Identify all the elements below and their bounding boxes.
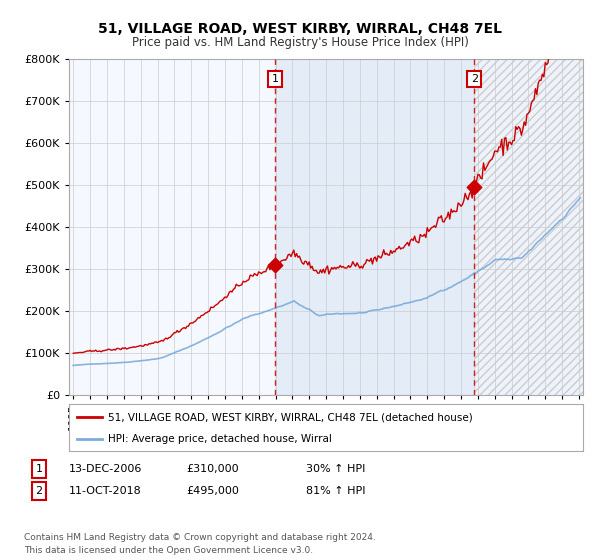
Bar: [275, 59, 474, 395]
Text: 51, VILLAGE ROAD, WEST KIRBY, WIRRAL, CH48 7EL (detached house): 51, VILLAGE ROAD, WEST KIRBY, WIRRAL, CH…: [107, 412, 472, 422]
Text: 1: 1: [35, 464, 43, 474]
Text: £310,000: £310,000: [186, 464, 239, 474]
Bar: [474, 59, 583, 395]
Text: Price paid vs. HM Land Registry's House Price Index (HPI): Price paid vs. HM Land Registry's House …: [131, 36, 469, 49]
Text: HPI: Average price, detached house, Wirral: HPI: Average price, detached house, Wirr…: [107, 434, 331, 444]
Text: Contains HM Land Registry data © Crown copyright and database right 2024.
This d: Contains HM Land Registry data © Crown c…: [24, 533, 376, 556]
Text: 30% ↑ HPI: 30% ↑ HPI: [306, 464, 365, 474]
Point: [270, 260, 280, 269]
Text: 2: 2: [35, 486, 43, 496]
Text: 11-OCT-2018: 11-OCT-2018: [69, 486, 142, 496]
Text: 2: 2: [471, 74, 478, 84]
Text: 81% ↑ HPI: 81% ↑ HPI: [306, 486, 365, 496]
Bar: [474, 59, 583, 395]
Text: 1: 1: [271, 74, 278, 84]
Text: 13-DEC-2006: 13-DEC-2006: [69, 464, 142, 474]
Text: 51, VILLAGE ROAD, WEST KIRBY, WIRRAL, CH48 7EL: 51, VILLAGE ROAD, WEST KIRBY, WIRRAL, CH…: [98, 22, 502, 36]
Point: [469, 183, 479, 192]
Text: £495,000: £495,000: [186, 486, 239, 496]
